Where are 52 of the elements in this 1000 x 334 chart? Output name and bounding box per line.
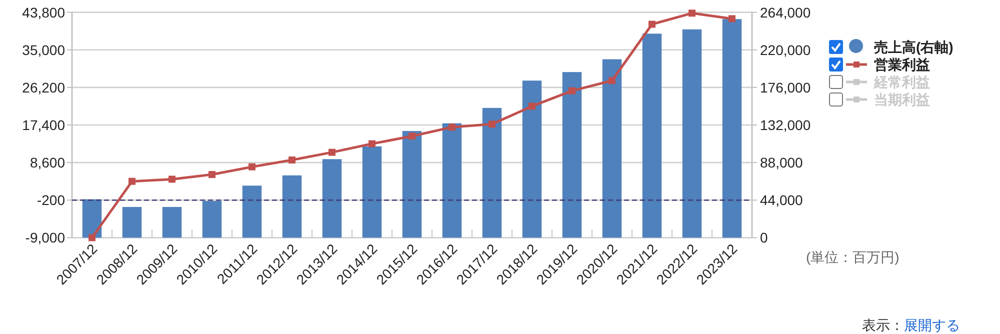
point [128,178,136,185]
bar [602,59,622,238]
y-tick-label: 8,600 [30,154,66,171]
point [208,171,216,178]
y-tick-label: -9,000 [25,230,66,246]
legend-label: 営業利益 [874,56,930,72]
bar [522,80,542,238]
point [728,15,736,22]
bar [282,175,302,238]
point [528,102,536,110]
point [608,77,616,84]
bar [362,146,382,238]
bar [162,206,182,238]
y2-tick-label: 264,000 [760,4,811,20]
point [568,87,576,94]
point [688,10,696,17]
bar [722,19,742,238]
text: (単位：百万円) [806,249,900,265]
bar [682,29,702,238]
y-tick-label: 35,000 [22,42,66,58]
point [168,176,176,183]
point [328,148,336,156]
y2-tick-label: 88,000 [760,154,804,171]
point [448,124,456,131]
point [648,20,656,28]
bar [642,34,662,238]
bar [202,200,222,238]
bar [482,108,502,238]
bar [322,159,342,238]
y2-tick-label: 220,000 [760,42,811,58]
point [368,140,376,148]
y-tick-label: 17,400 [22,117,66,133]
bar [562,72,582,238]
bar [122,206,142,238]
y-tick-label: -200 [36,192,66,208]
point [88,234,96,242]
legend-label: 売上高(右軸) [874,39,954,55]
y-tick-label: 43,800 [22,4,66,20]
point [408,132,416,140]
text: 展開する [904,317,960,333]
text: 表示： [862,317,904,333]
y2-tick-label: 0 [760,230,768,246]
bar [402,130,422,238]
y2-tick-label: 176,000 [760,79,811,96]
point [248,163,256,170]
y-tick-label: 26,200 [22,79,66,96]
bar [242,186,262,238]
point [288,156,296,164]
y2-tick-label: 44,000 [760,192,804,208]
y2-tick-label: 132,000 [760,117,811,133]
point [488,120,496,128]
bar [442,123,462,238]
